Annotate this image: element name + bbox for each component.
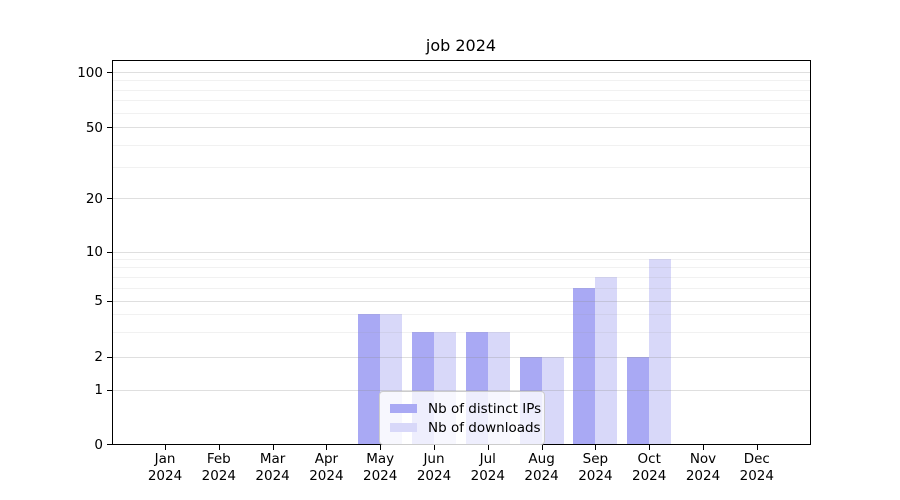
gridline-y-50: [113, 127, 810, 129]
bar-distinct-ips-oct: [627, 356, 650, 444]
y-tick-2: [107, 356, 112, 358]
x-tick-mar: [272, 445, 274, 450]
y-tick-label-50: 50: [85, 119, 103, 136]
x-tick-label-sep: Sep 2024: [578, 451, 613, 484]
y-tick-label-100: 100: [77, 64, 103, 81]
x-tick-jun: [434, 445, 435, 450]
gridline-y-60: [113, 112, 810, 114]
y-tick-label-10: 10: [85, 244, 103, 260]
x-tick-aug: [541, 445, 543, 450]
gridline-y-3: [113, 331, 810, 333]
y-tick-label-5: 5: [94, 293, 103, 310]
y-tick-label-1: 1: [94, 382, 103, 399]
legend-item-downloads: Nb of downloads: [390, 418, 541, 437]
x-tick-label-dec: Dec 2024: [739, 451, 774, 484]
gridline-y-8: [113, 267, 810, 269]
chart-title: job 2024: [425, 36, 497, 55]
y-tick-5: [107, 300, 112, 302]
legend-label: Nb of distinct IPs: [428, 400, 542, 417]
gridline-y-20: [113, 198, 810, 200]
x-tick-label-may: May 2024: [363, 451, 398, 484]
legend-swatch-icon: [390, 404, 417, 413]
x-tick-may: [380, 445, 382, 450]
x-tick-label-jun: Jun 2024: [416, 451, 452, 484]
legend-item-distinct-ips: Nb of distinct IPs: [390, 399, 541, 418]
gridline-y-9: [113, 259, 810, 260]
x-tick-label-mar: Mar 2024: [255, 451, 290, 484]
gridline-y-10: [113, 251, 810, 253]
plot-area: Nb of distinct IPs Nb of downloads 0 1 2 5 10…: [77, 60, 811, 484]
x-tick-nov: [703, 445, 704, 450]
x-tick-jan: [165, 445, 166, 450]
gridline-y-4: [113, 314, 810, 316]
gridline-y-70: [113, 100, 810, 102]
y-tick-label-2: 2: [94, 349, 103, 366]
y-tick-20: [107, 198, 112, 200]
bar-downloads-sep: [595, 276, 618, 444]
x-tick-label-feb: Feb 2024: [201, 451, 236, 484]
gridline-y-6: [113, 287, 810, 289]
x-tick-label-nov: Nov 2024: [685, 451, 721, 484]
x-tick-dec: [756, 445, 758, 450]
gridline-y-7: [113, 276, 810, 278]
x-tick-label-jan: Jan 2024: [147, 451, 183, 484]
gridline-y-90: [113, 80, 810, 82]
x-tick-apr: [326, 445, 328, 450]
x-tick-label-aug: Aug 2024: [524, 451, 559, 484]
legend-box: Nb of distinct IPs Nb of downloads: [379, 391, 545, 445]
gridline-y-40: [113, 144, 810, 146]
gridline-y-80: [113, 89, 810, 91]
bar-downloads-oct: [649, 259, 672, 444]
legend-label: Nb of downloads: [428, 419, 541, 436]
bar-distinct-ips-may: [358, 314, 381, 444]
y-tick-label-0: 0: [94, 436, 103, 453]
x-tick-label-apr: Apr 2024: [309, 451, 344, 484]
y-tick-label-20: 20: [85, 190, 103, 207]
gridline-y-1: [113, 389, 810, 391]
gridline-y-2: [113, 356, 810, 358]
gridline-y-5: [113, 300, 810, 302]
y-tick-100: [107, 72, 112, 73]
y-tick-10: [107, 251, 112, 253]
gridline-y-30: [113, 166, 810, 168]
x-tick-label-jul: Jul 2024: [470, 451, 505, 484]
bar-distinct-ips-sep: [573, 287, 596, 444]
y-tick-50: [107, 127, 112, 129]
bar-downloads-aug: [541, 356, 564, 444]
x-tick-label-oct: Oct 2024: [632, 451, 667, 484]
y-tick-0: [107, 444, 112, 445]
x-tick-sep: [595, 445, 597, 450]
x-tick-feb: [218, 445, 220, 450]
x-tick-oct: [649, 445, 651, 450]
legend-swatch-icon: [390, 423, 417, 432]
x-tick-jul: [487, 445, 489, 450]
gridline-y-100: [113, 72, 810, 73]
y-tick-1: [107, 389, 112, 391]
